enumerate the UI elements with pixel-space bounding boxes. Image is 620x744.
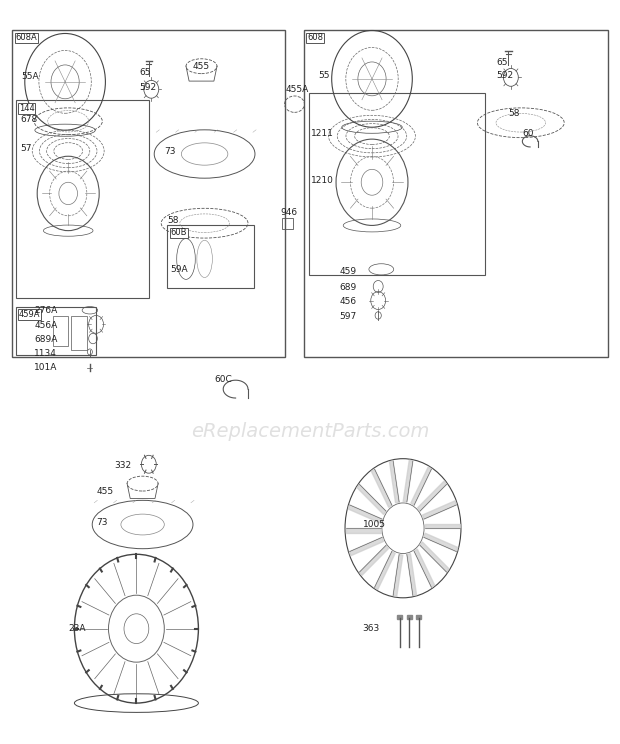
Text: 276A: 276A bbox=[34, 307, 57, 315]
Text: 455A: 455A bbox=[285, 85, 309, 94]
Text: 456A: 456A bbox=[34, 321, 57, 330]
Text: 57: 57 bbox=[20, 144, 32, 153]
Text: 60C: 60C bbox=[214, 375, 232, 384]
Text: 23A: 23A bbox=[68, 624, 86, 633]
Polygon shape bbox=[424, 533, 458, 551]
Polygon shape bbox=[403, 461, 413, 502]
Text: 58: 58 bbox=[167, 217, 179, 225]
Text: 597: 597 bbox=[340, 312, 357, 321]
Text: 55A: 55A bbox=[22, 72, 39, 81]
Polygon shape bbox=[348, 505, 382, 523]
Polygon shape bbox=[407, 554, 417, 595]
Text: 678: 678 bbox=[20, 115, 38, 124]
Polygon shape bbox=[346, 528, 381, 533]
Polygon shape bbox=[371, 469, 392, 507]
Bar bbox=[71, 316, 87, 350]
Text: 1005: 1005 bbox=[363, 520, 386, 529]
Bar bbox=[12, 30, 285, 357]
Text: 459: 459 bbox=[340, 267, 357, 276]
Bar bbox=[282, 218, 293, 229]
Polygon shape bbox=[411, 467, 432, 505]
Text: 58: 58 bbox=[508, 109, 520, 118]
Text: 459A: 459A bbox=[19, 310, 40, 319]
Polygon shape bbox=[418, 481, 446, 511]
Polygon shape bbox=[414, 549, 435, 588]
Text: 73: 73 bbox=[164, 147, 176, 156]
Text: 65: 65 bbox=[496, 58, 508, 67]
Text: 689: 689 bbox=[340, 283, 357, 292]
Text: 608: 608 bbox=[307, 33, 323, 42]
Bar bbox=[304, 30, 608, 357]
Text: 60B: 60B bbox=[170, 228, 187, 237]
Text: 689A: 689A bbox=[34, 335, 58, 344]
Text: 1210: 1210 bbox=[311, 176, 334, 185]
Polygon shape bbox=[420, 542, 449, 572]
Text: 946: 946 bbox=[281, 208, 298, 217]
Text: 455: 455 bbox=[96, 487, 113, 496]
Polygon shape bbox=[360, 545, 388, 576]
Text: 1211: 1211 bbox=[311, 129, 334, 138]
Text: 60: 60 bbox=[522, 129, 534, 138]
Text: 592: 592 bbox=[140, 83, 157, 92]
Text: 1134: 1134 bbox=[34, 349, 57, 358]
Bar bbox=[16, 307, 96, 355]
Text: 363: 363 bbox=[363, 624, 380, 633]
Polygon shape bbox=[357, 484, 386, 515]
Text: 59A: 59A bbox=[170, 265, 187, 274]
Text: 55: 55 bbox=[318, 71, 330, 80]
Polygon shape bbox=[374, 551, 395, 589]
Polygon shape bbox=[389, 461, 399, 503]
Bar bbox=[407, 615, 412, 619]
Bar bbox=[16, 100, 149, 298]
Polygon shape bbox=[350, 537, 383, 556]
Polygon shape bbox=[423, 501, 456, 519]
Text: 592: 592 bbox=[496, 71, 513, 80]
Text: 456: 456 bbox=[340, 297, 357, 306]
Text: 144: 144 bbox=[19, 104, 34, 113]
Text: 455: 455 bbox=[192, 62, 210, 71]
Bar bbox=[416, 615, 421, 619]
Bar bbox=[53, 316, 68, 346]
Polygon shape bbox=[425, 524, 460, 528]
Polygon shape bbox=[393, 554, 403, 596]
Text: 73: 73 bbox=[96, 518, 108, 527]
Text: 101A: 101A bbox=[34, 363, 58, 372]
Text: 332: 332 bbox=[115, 461, 132, 470]
Text: 608A: 608A bbox=[16, 33, 37, 42]
Bar bbox=[309, 93, 485, 275]
Text: 65: 65 bbox=[140, 68, 151, 77]
Bar bbox=[167, 225, 254, 288]
Bar bbox=[397, 615, 402, 619]
Text: eReplacementParts.com: eReplacementParts.com bbox=[191, 422, 429, 441]
